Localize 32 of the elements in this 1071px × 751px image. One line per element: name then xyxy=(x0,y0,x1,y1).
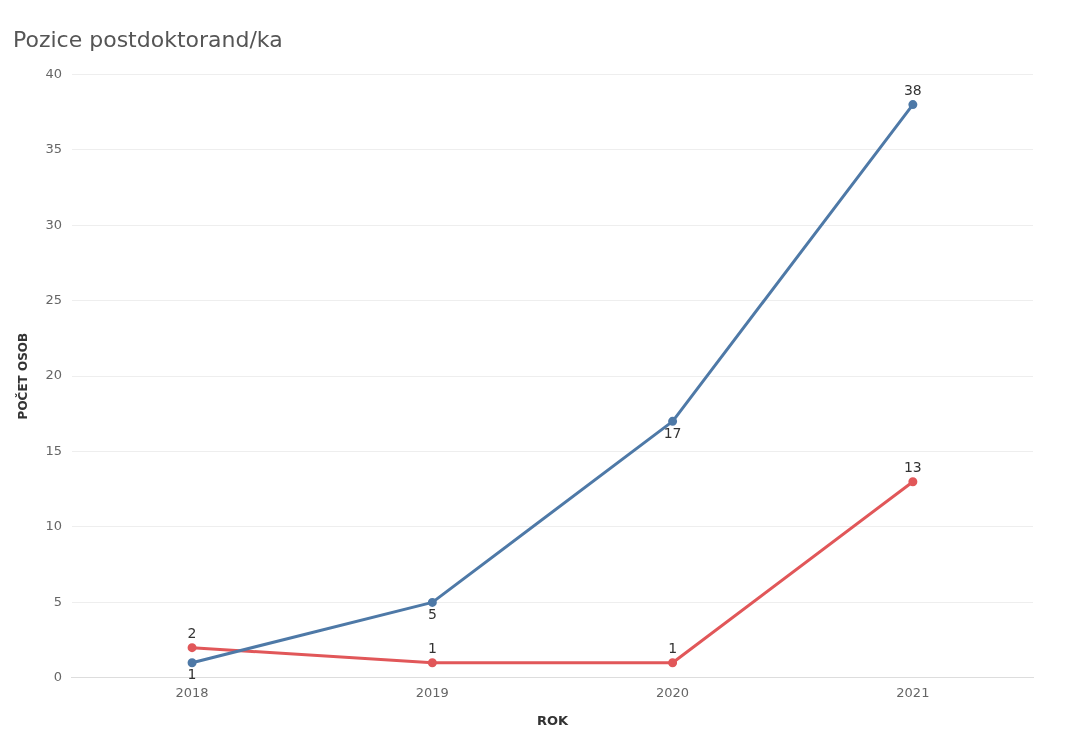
y-axis-title: POČET OSOB xyxy=(15,332,31,420)
point xyxy=(427,658,437,668)
y-tick-label: 30 xyxy=(45,216,62,232)
y-tick-label: 10 xyxy=(45,518,62,534)
point xyxy=(908,100,918,110)
y-tick-label: 5 xyxy=(53,593,62,609)
x-tick-label: 2019 xyxy=(415,684,449,700)
y-tick-label: 40 xyxy=(45,65,62,81)
x-tick-label: 2018 xyxy=(175,684,209,700)
y-tick-label: 25 xyxy=(45,292,62,308)
x-axis-title: ROK xyxy=(536,712,569,728)
data-label: 1 xyxy=(187,666,197,683)
data-label: 13 xyxy=(903,459,922,476)
point xyxy=(908,477,918,487)
point xyxy=(668,658,678,668)
point xyxy=(187,643,197,653)
y-tick-label: 20 xyxy=(45,367,62,383)
x-tick-label: 2020 xyxy=(656,684,690,700)
data-label: 1 xyxy=(427,640,437,657)
chart-title: Pozice postdoktorand/ka xyxy=(13,26,283,52)
data-label: 17 xyxy=(663,425,682,441)
data-label: 2 xyxy=(187,625,197,642)
data-label: 1 xyxy=(668,640,678,657)
point xyxy=(427,597,437,607)
y-tick-label: 35 xyxy=(45,141,62,157)
point xyxy=(668,416,678,426)
data-label: 38 xyxy=(903,82,922,99)
y-tick-label: 0 xyxy=(53,669,62,685)
y-tick-label: 15 xyxy=(45,442,62,458)
data-label: 5 xyxy=(427,606,437,623)
x-tick-label: 2021 xyxy=(896,684,930,700)
point xyxy=(187,658,197,668)
